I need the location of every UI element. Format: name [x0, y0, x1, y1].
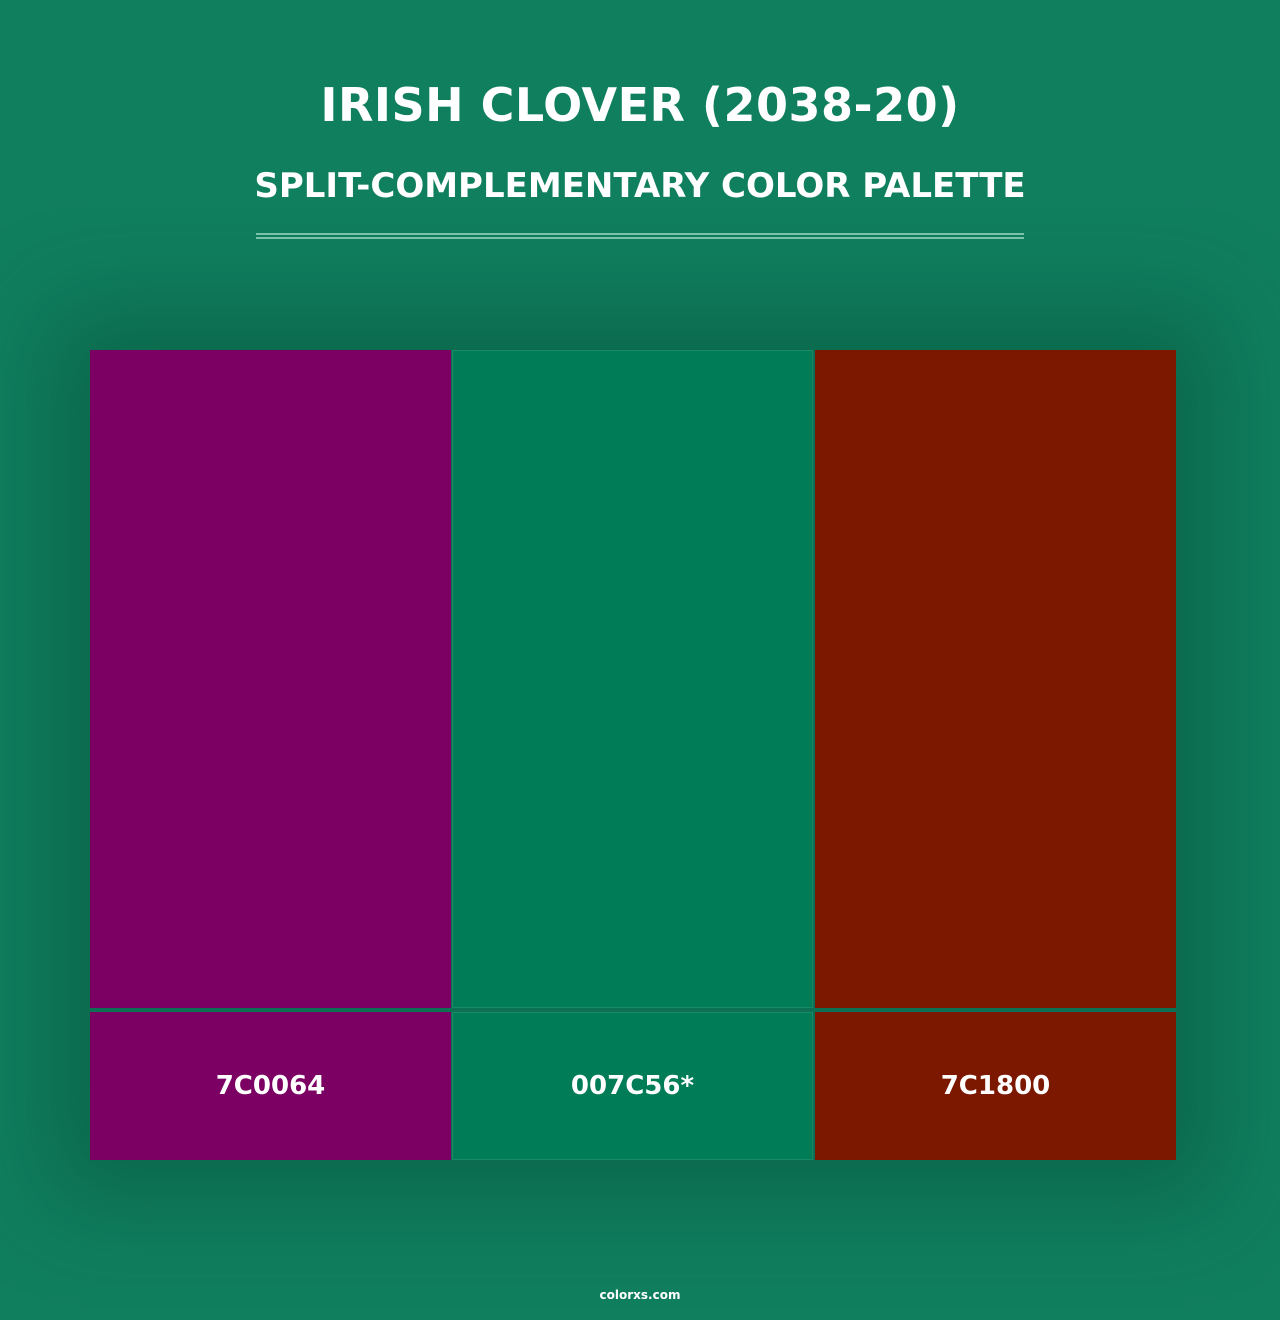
palette-column-3: 7C1800 — [815, 350, 1176, 1160]
page-title: IRISH CLOVER (2038-20) — [320, 78, 960, 132]
color-swatch[interactable] — [815, 350, 1176, 1008]
color-swatch[interactable] — [90, 350, 451, 1008]
color-swatch[interactable] — [452, 350, 813, 1008]
color-hex-label[interactable]: 7C1800 — [815, 1012, 1176, 1160]
site-footer-link[interactable]: colorxs.com — [599, 1288, 681, 1302]
palette-column-1: 7C0064 — [90, 350, 451, 1160]
color-hex-label[interactable]: 007C56* — [452, 1012, 813, 1160]
palette: 7C0064 007C56* 7C1800 — [90, 350, 1176, 1160]
page-subtitle: SPLIT-COMPLEMENTARY COLOR PALETTE — [254, 166, 1026, 206]
divider-line — [256, 233, 1024, 235]
palette-column-2: 007C56* — [452, 350, 813, 1160]
color-hex-label[interactable]: 7C0064 — [90, 1012, 451, 1160]
divider-line — [256, 237, 1024, 239]
